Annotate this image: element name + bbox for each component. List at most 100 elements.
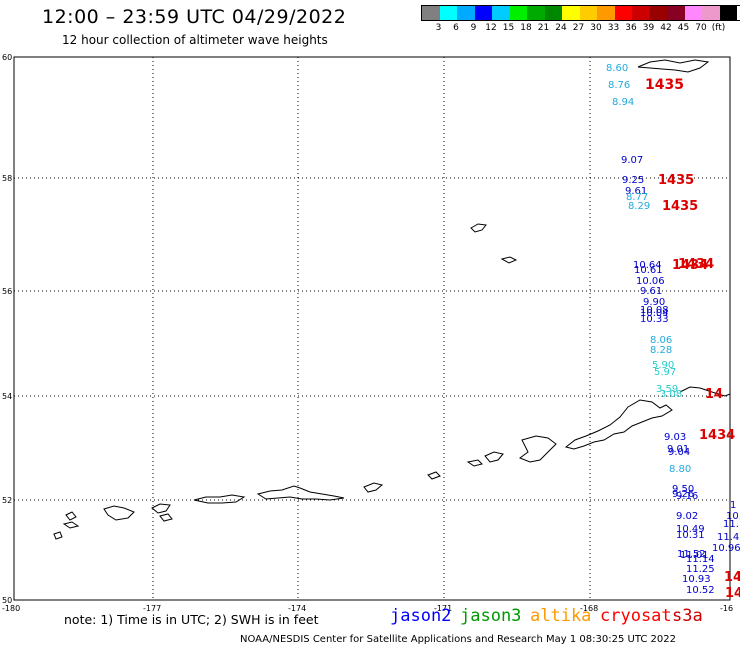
- wave-height-label: 3.59: [656, 384, 678, 395]
- island-kiska: [151, 503, 171, 514]
- wave-height-label: 10.: [726, 511, 740, 522]
- legend-tick-label: 30: [590, 23, 602, 33]
- island-islands-of-four-mountains: [363, 482, 384, 493]
- wave-height-label: 8.80: [669, 464, 691, 475]
- wave-height-label: 1: [730, 500, 736, 511]
- satellite-name: jason2: [390, 606, 452, 626]
- lat-label: 52: [2, 496, 12, 505]
- wave-height-label: 10.52: [686, 585, 715, 596]
- island-akun: [484, 451, 504, 463]
- mainland-north: [637, 59, 710, 73]
- legend-swatch: [632, 6, 650, 20]
- wave-height-label: 5.97: [654, 367, 676, 378]
- axis-labels: 60 58 56 54 52 50-180 -177 -174 -171 -168 -16: [2, 53, 733, 613]
- wave-height-label: 1434: [672, 258, 708, 273]
- wave-height-label: 1435: [658, 173, 694, 188]
- wave-height-label: 10.49: [676, 524, 705, 535]
- wave-height-label: 14: [705, 387, 723, 402]
- wave-height-label: 9.02: [676, 511, 698, 522]
- legend-swatch: [649, 6, 667, 20]
- legend-tick-label: 70: [695, 23, 707, 33]
- legend-tick-label: 27: [572, 23, 585, 33]
- lat-label: 58: [2, 174, 12, 183]
- legend-tick-label: 42: [660, 23, 672, 33]
- legend-swatch: [684, 6, 702, 20]
- wave-height-label: 11.4: [717, 532, 739, 543]
- lat-label: 54: [2, 392, 12, 401]
- alaska-peninsula: [564, 399, 673, 450]
- wave-height-label: 9.04: [668, 447, 690, 458]
- wave-height-label: 9.90: [643, 297, 665, 308]
- wave-height-label: 10.04: [640, 308, 669, 319]
- legend-swatch: [614, 6, 632, 20]
- wave-height-label: 11.01: [680, 550, 709, 561]
- legend-swatch: [702, 6, 720, 20]
- legend-swatch: [509, 6, 527, 20]
- lat-label: 56: [2, 287, 12, 296]
- wave-height-label: 9.16: [676, 491, 698, 502]
- legend-tick-label: 3: [435, 23, 442, 33]
- lon-label: -180: [2, 604, 20, 613]
- legend-swatch: [544, 6, 562, 20]
- wave-height-label: 3.08: [660, 389, 682, 400]
- wave-height-label: 9.26: [672, 489, 694, 500]
- map-title: 12:00 – 23:59 UTC 04/29/2022: [42, 6, 347, 28]
- wave-height-label: 10.96: [712, 543, 740, 554]
- satellite-name: s3a: [672, 606, 703, 626]
- wave-height-label: 9.01: [667, 444, 689, 455]
- satellite-name: jason3: [460, 606, 522, 626]
- legend-tick-label: (ft): [711, 23, 726, 33]
- island-stmatthew: [470, 223, 487, 233]
- lon-label: -168: [580, 604, 598, 613]
- island-pribilof: [500, 256, 518, 264]
- unimak-island: [518, 435, 557, 463]
- legend-swatch: [527, 6, 545, 20]
- wave-height-label: 10.31: [676, 530, 705, 541]
- island-small-b: [65, 511, 77, 521]
- wave-height-label: 14: [725, 586, 740, 601]
- andreanof-islands: [256, 485, 345, 501]
- legend-swatch: [579, 6, 597, 20]
- map-frame: [13, 56, 731, 601]
- wave-height-label: 9.61: [625, 186, 647, 197]
- lon-label: -171: [434, 604, 452, 613]
- legend-swatch: [422, 6, 440, 20]
- wave-height-label: 8.76: [608, 80, 630, 91]
- island-umnak: [427, 471, 441, 480]
- lat-label: 60: [2, 53, 12, 62]
- satellite-name: cryosat: [600, 606, 672, 626]
- wave-height-label: 1435: [662, 199, 698, 214]
- lon-label: -174: [288, 604, 306, 613]
- legend-swatch: [492, 6, 510, 20]
- legend-tick-label: 6: [453, 23, 459, 33]
- legend-swatch: [474, 6, 492, 20]
- wave-height-label: 9.07: [621, 155, 643, 166]
- color-legend: 3 6 9 12 15 18 21 24 27 30 33 36 39 42 45 70 (ft): [421, 5, 740, 35]
- wave-height-label: 8.29: [628, 201, 650, 212]
- legend-tick-label: 24: [555, 23, 567, 33]
- legend-swatches: [421, 5, 740, 21]
- lat-label: 50: [2, 596, 12, 605]
- wave-height-label: 9.25: [622, 175, 644, 186]
- island-small-a: [159, 513, 173, 522]
- legend-swatch: [457, 6, 475, 20]
- wave-height-label: 9.61: [640, 286, 662, 297]
- legend-tick-label: 45: [677, 23, 690, 33]
- lon-label: -16: [720, 604, 733, 613]
- wave-height-label: 1434: [678, 257, 714, 272]
- satellite-name: altika: [530, 606, 592, 626]
- island-unalaska: [466, 459, 483, 467]
- legend-tick-label: 9: [470, 23, 477, 33]
- wave-height-label: 8.77: [626, 192, 648, 203]
- legend-tick-label: 18: [520, 23, 532, 33]
- map-subtitle: 12 hour collection of altimeter wave hei…: [62, 33, 328, 47]
- legend-tick-label: 39: [642, 23, 655, 33]
- legend-tick-label: 36: [625, 23, 637, 33]
- wave-height-label: 14: [724, 570, 740, 585]
- wave-height-label: 11.25: [686, 564, 715, 575]
- footer-note: note: 1) Time is in UTC; 2) SWH is in fe…: [64, 612, 319, 627]
- wave-height-label: 11.52: [677, 549, 706, 560]
- wave-height-label: 10.93: [682, 574, 711, 585]
- wave-height-label: 1434: [699, 428, 735, 443]
